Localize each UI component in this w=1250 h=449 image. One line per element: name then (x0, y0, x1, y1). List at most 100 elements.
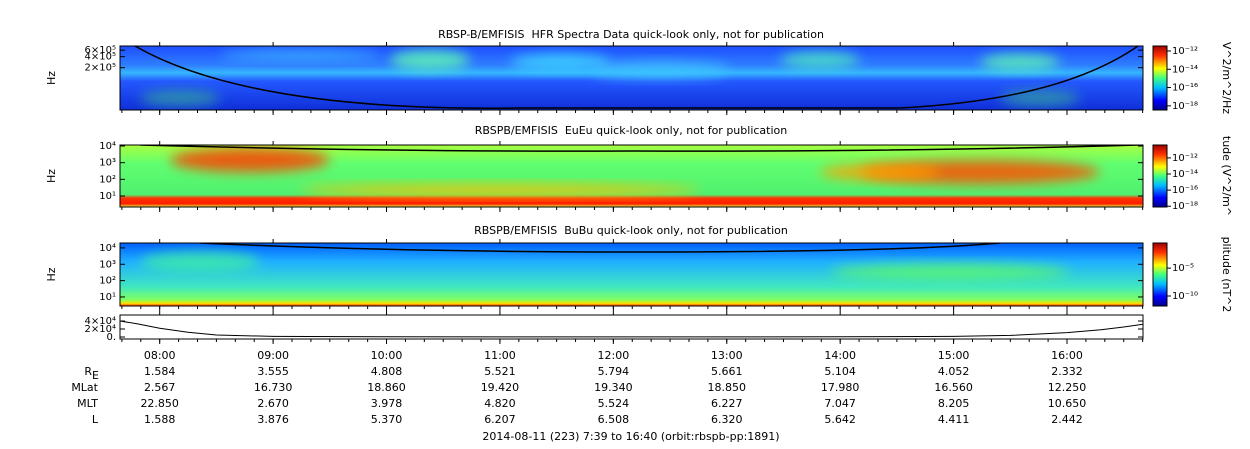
spectral-feature (510, 54, 610, 70)
spectral-feature (780, 52, 860, 68)
plot-area (120, 46, 1143, 110)
y-tick-label: 10² (99, 174, 116, 185)
boundary-curve (134, 46, 1139, 109)
spectral-feature (140, 252, 260, 272)
y-tick-label: 10¹ (99, 292, 116, 303)
x-tick-label: 11:00 (484, 349, 516, 362)
ephemeris-value: 2.670 (257, 397, 289, 410)
ephemeris-value: 19.420 (481, 381, 520, 394)
x-tick-label: 10:00 (371, 349, 403, 362)
ephemeris-value: 7.047 (824, 397, 856, 410)
ephemeris-value: 5.521 (484, 365, 516, 378)
colorbar-tick-label: 10⁻¹⁶ (1172, 83, 1198, 94)
ephemeris-value: 2.442 (1051, 413, 1083, 426)
spectral-feature (140, 90, 220, 106)
line-series (120, 320, 1143, 338)
panel-title: RBSPB/EMFISIS EuEu quick-look only, not … (475, 124, 788, 137)
colorbar-tick-label: 10⁻¹⁸ (1172, 101, 1198, 112)
x-tick-label: 16:00 (1051, 349, 1083, 362)
ephemeris-value: 2.567 (144, 381, 176, 394)
panel-title: RBSP-B/EMFISIS HFR Spectra Data quick-lo… (438, 28, 824, 41)
ephemeris-value: 3.978 (371, 397, 403, 410)
footer: 2014-08-11 (223) 7:39 to 16:40 (orbit:rb… (482, 430, 779, 443)
y-tick-label: 10³ (99, 158, 116, 169)
y-tick-label: 10⁴ (99, 243, 116, 254)
row-label-subscript: E (92, 369, 99, 382)
panel-title: RBSPB/EMFISIS BuBu quick-look only, not … (474, 224, 788, 237)
x-tick-label: 15:00 (938, 349, 970, 362)
ephemeris-value: 16.560 (934, 381, 973, 394)
boundary-curve (139, 145, 1139, 152)
y-tick-label: 10⁴ (99, 141, 116, 152)
spectral-feature (830, 264, 1070, 280)
spectral-feature (820, 164, 940, 180)
ephemeris-value: 1.584 (144, 365, 176, 378)
boundary-curve (199, 243, 1001, 253)
spectral-feature (860, 160, 1100, 184)
y-tick-label: 0. (106, 332, 116, 343)
ephemeris-value: 4.052 (938, 365, 970, 378)
colorbar-tick-label: 10⁻⁵ (1172, 263, 1194, 274)
x-tick-label: 12:00 (598, 349, 630, 362)
ephemeris-value: 8.205 (938, 397, 970, 410)
ephemeris-value: 10.650 (1048, 397, 1087, 410)
ephemeris-value: 18.850 (708, 381, 747, 394)
spectral-feature (1000, 90, 1080, 106)
colorbar-tick-label: 10⁻¹⁰ (1172, 291, 1198, 302)
colorbar-tick-label: 10⁻¹⁸ (1172, 201, 1198, 212)
ephemeris-value: 17.980 (821, 381, 860, 394)
y-tick-label: 4×10⁵ (85, 52, 116, 63)
row-label: R (84, 365, 92, 378)
y-tick-label: 2×10⁵ (85, 63, 116, 74)
row-label: MLat (71, 381, 98, 394)
colorbar (1152, 242, 1168, 307)
spectral-feature (980, 54, 1060, 70)
ephemeris-value: 6.320 (711, 413, 743, 426)
y-tick-label: 4×10⁴ (85, 316, 116, 327)
plot-area (120, 320, 1143, 338)
colorbar-label: V^2/m^2/Hz (1220, 42, 1233, 114)
y-tick-label: 10² (99, 276, 116, 287)
colorbar-tick-label: 10⁻¹⁶ (1172, 185, 1198, 196)
ephemeris-value: 5.661 (711, 365, 743, 378)
ephemeris-value: 5.370 (371, 413, 403, 426)
ephemeris-value: 1.588 (144, 413, 176, 426)
ephemeris-value: 12.250 (1048, 381, 1087, 394)
plot-area (120, 243, 1143, 306)
colorbar-tick-label: 10⁻¹² (1172, 153, 1198, 164)
ephemeris-value: 18.860 (367, 381, 406, 394)
colorbar (1152, 45, 1168, 111)
colorbar-label: plitude (nT^2 (1220, 237, 1233, 313)
ephemeris-value: 5.104 (824, 365, 856, 378)
ephemeris-value: 5.794 (598, 365, 630, 378)
plot-area (120, 145, 1143, 207)
y-tick-label: 10³ (99, 259, 116, 270)
ephemeris-value: 5.642 (824, 413, 856, 426)
ephemeris-value: 6.508 (598, 413, 630, 426)
ephemeris-value: 4.820 (484, 397, 516, 410)
ephemeris-value: 6.207 (484, 413, 516, 426)
ephemeris-value: 22.850 (140, 397, 179, 410)
spectral-feature (390, 50, 470, 70)
y-axis-label: Hz (45, 267, 58, 281)
colorbar-tick-label: 10⁻¹⁴ (1172, 64, 1198, 75)
colorbar-tick-label: 10⁻¹² (1172, 46, 1198, 57)
ephemeris-value: 16.730 (254, 381, 293, 394)
row-label: MLT (77, 397, 98, 410)
ephemeris-value: 4.808 (371, 365, 403, 378)
x-tick-label: 08:00 (144, 349, 176, 362)
y-tick-label: 6×10⁵ (85, 45, 116, 56)
colorbar-label: tude (V^2/m^ (1220, 136, 1233, 216)
y-axis-label: Hz (45, 169, 58, 183)
ephemeris-value: 3.876 (257, 413, 289, 426)
y-axis-label: Hz (45, 71, 58, 85)
row-label: L (92, 413, 99, 426)
plot-frame (119, 314, 1144, 340)
spectral-feature (300, 184, 700, 196)
ephemeris-value: 3.555 (257, 365, 289, 378)
plot-frame (119, 45, 1144, 111)
y-tick-label: 10¹ (99, 191, 116, 202)
spectral-feature (170, 148, 330, 172)
x-tick-label: 14:00 (824, 349, 856, 362)
